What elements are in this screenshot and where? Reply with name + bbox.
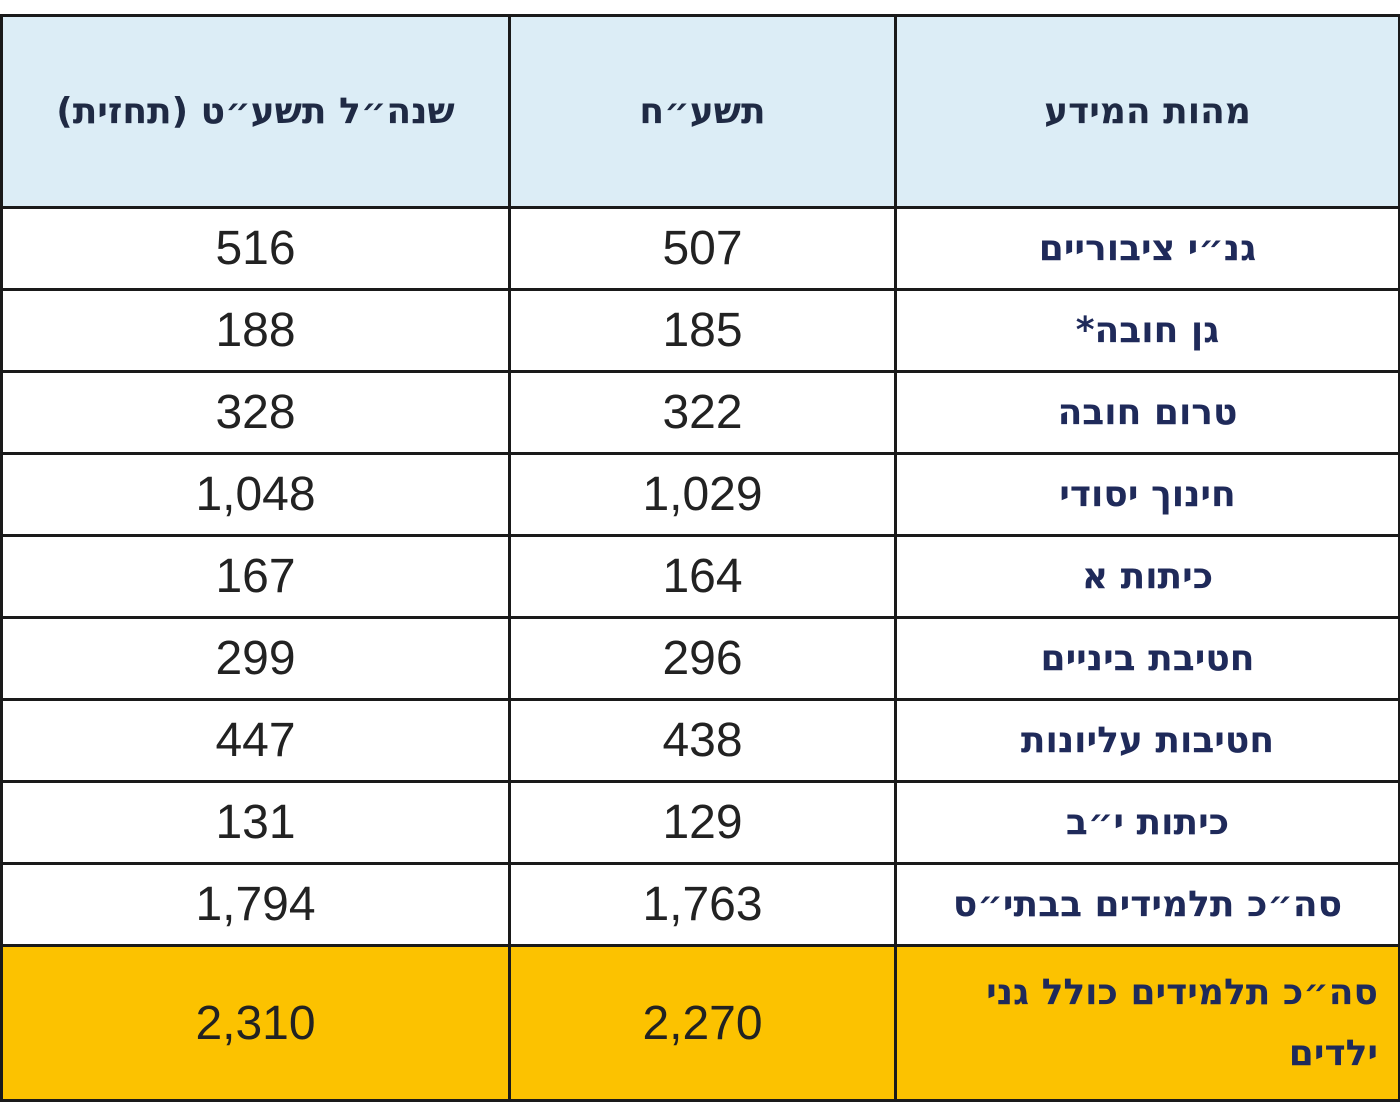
row-current-value: 129 <box>508 780 897 865</box>
total-row: סה״כ תלמידים כולל גני ילדים 2,270 2,310 <box>0 944 1400 1102</box>
table-container: מהות המידע תשע״ח שנה״ל תשע״ט (תחזית) גנ״… <box>0 14 1400 1102</box>
row-label: סה״כ תלמידים בבתי״ס <box>894 862 1400 947</box>
total-label: סה״כ תלמידים כולל גני ילדים <box>894 944 1400 1102</box>
total-forecast-value: 2,310 <box>0 944 511 1102</box>
row-label: גן חובה* <box>894 288 1400 373</box>
row-current-value: 1,763 <box>508 862 897 947</box>
table-row: סה״כ תלמידים בבתי״ס 1,763 1,794 <box>0 862 1400 947</box>
row-label: חטיבת ביניים <box>894 616 1400 701</box>
header-label: מהות המידע <box>894 14 1400 209</box>
row-forecast-value: 188 <box>0 288 511 373</box>
table-row: חינוך יסודי 1,029 1,048 <box>0 452 1400 537</box>
row-current-value: 322 <box>508 370 897 455</box>
table-row: טרום חובה 322 328 <box>0 370 1400 455</box>
total-current-value: 2,270 <box>508 944 897 1102</box>
row-current-value: 185 <box>508 288 897 373</box>
row-current-value: 438 <box>508 698 897 783</box>
header-forecast-year: שנה״ל תשע״ט (תחזית) <box>0 14 511 209</box>
header-current-year: תשע״ח <box>508 14 897 209</box>
row-forecast-value: 516 <box>0 206 511 291</box>
row-label: גנ״י ציבוריים <box>894 206 1400 291</box>
row-label: טרום חובה <box>894 370 1400 455</box>
row-forecast-value: 131 <box>0 780 511 865</box>
row-current-value: 164 <box>508 534 897 619</box>
row-forecast-value: 167 <box>0 534 511 619</box>
row-label: חטיבות עליונות <box>894 698 1400 783</box>
table-row: גנ״י ציבוריים 507 516 <box>0 206 1400 291</box>
row-label: כיתות א <box>894 534 1400 619</box>
row-forecast-value: 447 <box>0 698 511 783</box>
header-row: מהות המידע תשע״ח שנה״ל תשע״ט (תחזית) <box>0 14 1400 209</box>
students-table: מהות המידע תשע״ח שנה״ל תשע״ט (תחזית) גנ״… <box>0 14 1400 1102</box>
row-label: כיתות י״ב <box>894 780 1400 865</box>
row-current-value: 296 <box>508 616 897 701</box>
table-row: כיתות י״ב 129 131 <box>0 780 1400 865</box>
row-forecast-value: 328 <box>0 370 511 455</box>
row-forecast-value: 1,794 <box>0 862 511 947</box>
table-row: חטיבות עליונות 438 447 <box>0 698 1400 783</box>
row-current-value: 507 <box>508 206 897 291</box>
row-label: חינוך יסודי <box>894 452 1400 537</box>
table-row: כיתות א 164 167 <box>0 534 1400 619</box>
row-forecast-value: 1,048 <box>0 452 511 537</box>
table-row: גן חובה* 185 188 <box>0 288 1400 373</box>
row-forecast-value: 299 <box>0 616 511 701</box>
row-current-value: 1,029 <box>508 452 897 537</box>
table-row: חטיבת ביניים 296 299 <box>0 616 1400 701</box>
